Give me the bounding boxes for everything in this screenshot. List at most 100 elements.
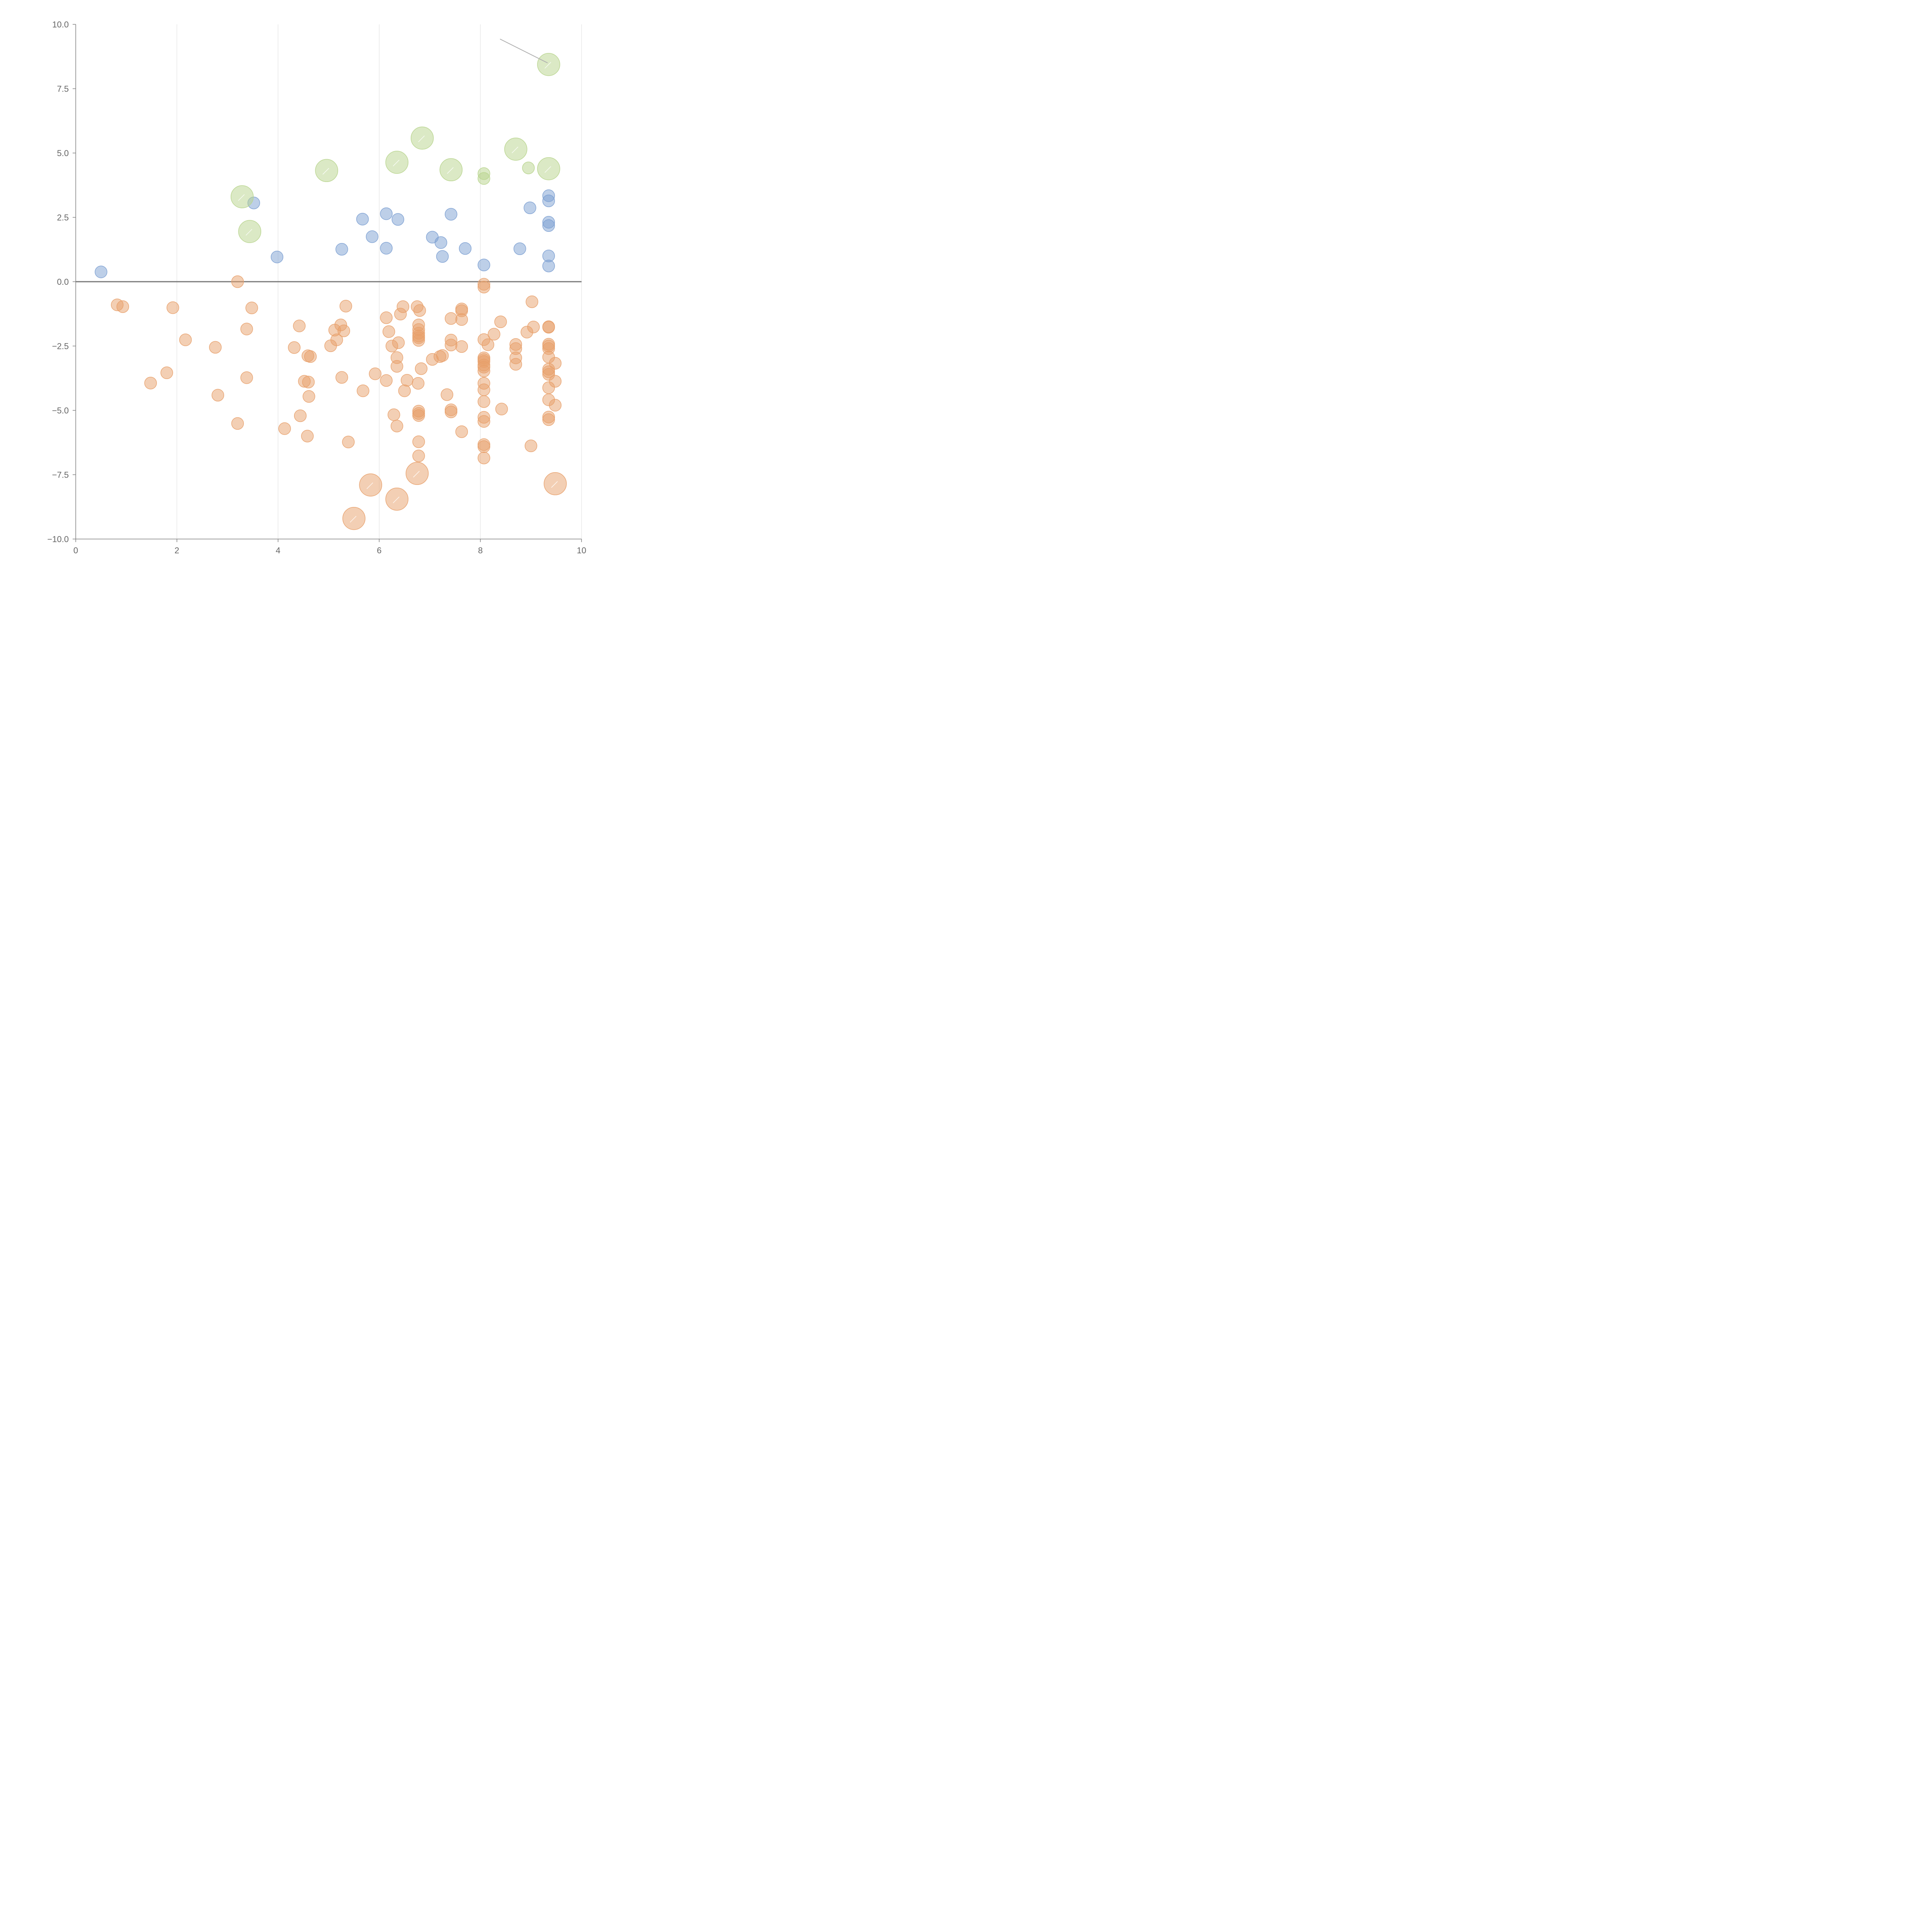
- orange-point-153: [549, 375, 562, 388]
- y-tick-label-0: 10.0: [52, 20, 69, 29]
- orange-point-152: [549, 357, 562, 370]
- orange-point-39: [167, 301, 179, 314]
- orange-point-130: [495, 403, 508, 415]
- orange-point-102: [445, 338, 457, 352]
- orange-point-75: [390, 420, 403, 432]
- orange-point-140: [542, 321, 555, 334]
- x-tick-label-5: 10: [577, 546, 586, 555]
- orange-point-50: [293, 320, 306, 332]
- blue-point-13: [459, 242, 472, 255]
- blue-point-7: [380, 242, 393, 255]
- blue-point-3: [335, 243, 348, 256]
- scatter-chart: 0 2 4 6 8 10 10.0 7.5 5.0 2.5 0.0 −2.5 −5.0 −7.5 −10.0…: [47, 20, 586, 555]
- orange-point-62: [335, 371, 348, 384]
- blue-point-15: [514, 242, 526, 255]
- orange-point-107: [455, 313, 468, 326]
- green-point-highlight-32: [512, 146, 519, 153]
- orange-point-138: [527, 320, 540, 333]
- x-tick-label-3: 6: [377, 546, 381, 555]
- y-tick-label-5: −2.5: [52, 342, 69, 351]
- blue-point-22: [542, 260, 555, 272]
- green-point-highlight-26: [322, 168, 329, 175]
- green-point-30: [478, 172, 490, 185]
- blue-point-10: [434, 236, 447, 249]
- chart-root: 0 2 4 6 8 10 10.0 7.5 5.0 2.5 0.0 −2.5 −5.0 −7.5 −10.0…: [0, 0, 606, 606]
- orange-point-104: [445, 405, 457, 418]
- green-point-highlight-34: [544, 166, 551, 173]
- orange-point-125: [478, 440, 490, 453]
- orange-point-134: [509, 358, 522, 371]
- orange-point-67: [369, 367, 382, 380]
- orange-point-123: [478, 415, 490, 428]
- orange-point-82: [412, 377, 425, 390]
- orange-point-60: [330, 333, 343, 346]
- orange-point-highlight-159: [413, 471, 420, 478]
- orange-point-109: [455, 425, 468, 438]
- green-point-highlight-25: [245, 229, 252, 236]
- points-layer: [95, 53, 567, 530]
- orange-point-66: [357, 384, 369, 397]
- orange-point-highlight-157: [366, 482, 373, 489]
- orange-point-46: [240, 371, 253, 384]
- axes-layer: 0 2 4 6 8 10 10.0 7.5 5.0 2.5 0.0 −2.5 −5.0 −7.5 −10.0: [47, 20, 586, 555]
- blue-point-12: [445, 208, 457, 221]
- orange-point-99: [440, 388, 454, 401]
- blue-point-6: [380, 207, 393, 220]
- orange-point-120: [478, 383, 490, 396]
- orange-point-37: [144, 377, 157, 389]
- blue-point-14: [478, 259, 490, 271]
- y-tick-label-7: −7.5: [52, 470, 69, 480]
- orange-point-137: [526, 295, 538, 308]
- green-point-32: [522, 162, 535, 174]
- green-point-highlight-27: [393, 160, 400, 167]
- x-tick-label-2: 4: [276, 546, 280, 555]
- orange-point-128: [488, 328, 500, 341]
- orange-point-108: [455, 340, 468, 353]
- orange-point-79: [398, 384, 411, 397]
- y-tick-label-4: 0.0: [57, 277, 69, 287]
- orange-point-68: [380, 311, 393, 324]
- orange-point-highlight-158: [393, 497, 400, 503]
- y-tick-label-2: 5.0: [57, 148, 69, 158]
- blue-point-18: [542, 194, 555, 207]
- orange-point-98: [436, 349, 449, 362]
- orange-point-highlight-156: [350, 516, 357, 523]
- orange-point-63: [337, 324, 350, 337]
- blue-point-2: [270, 250, 284, 264]
- orange-point-70: [383, 325, 395, 338]
- leader-line: [500, 39, 548, 63]
- orange-point-49: [288, 341, 301, 354]
- orange-point-40: [179, 333, 192, 346]
- y-tick-label-6: −5.0: [52, 406, 69, 415]
- y-tick-label-8: −10.0: [47, 534, 69, 544]
- orange-point-65: [342, 435, 355, 449]
- orange-point-48: [278, 422, 291, 435]
- orange-point-55: [302, 376, 315, 388]
- blue-point-8: [391, 213, 405, 226]
- orange-point-94: [413, 304, 426, 317]
- green-point-highlight-29: [447, 167, 454, 174]
- orange-point-126: [478, 451, 490, 464]
- blue-point-4: [356, 213, 369, 226]
- orange-point-36: [116, 300, 129, 313]
- orange-point-92: [412, 435, 425, 448]
- green-point-highlight-35: [544, 62, 551, 69]
- blue-point-16: [524, 201, 536, 214]
- orange-point-38: [160, 366, 173, 379]
- orange-point-93: [412, 449, 425, 463]
- orange-point-69: [380, 374, 393, 387]
- orange-point-56: [303, 390, 315, 403]
- blue-point-5: [366, 230, 379, 243]
- orange-point-51: [294, 409, 307, 422]
- orange-point-136: [524, 439, 537, 452]
- orange-point-57: [304, 350, 317, 363]
- orange-point-42: [211, 389, 224, 401]
- orange-point-74: [390, 360, 403, 373]
- orange-point-127: [481, 338, 495, 351]
- x-tick-label-1: 2: [175, 546, 179, 555]
- orange-point-95: [415, 362, 428, 375]
- orange-point-53: [301, 430, 314, 442]
- y-tick-label-3: 2.5: [57, 213, 69, 223]
- orange-point-100: [445, 312, 457, 325]
- orange-point-118: [478, 364, 490, 378]
